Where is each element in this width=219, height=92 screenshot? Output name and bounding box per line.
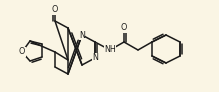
Text: O: O	[52, 6, 58, 15]
Text: NH: NH	[104, 46, 116, 54]
Text: O: O	[19, 47, 25, 56]
Text: N: N	[92, 54, 98, 62]
Text: N: N	[79, 31, 85, 39]
Text: O: O	[121, 23, 127, 32]
